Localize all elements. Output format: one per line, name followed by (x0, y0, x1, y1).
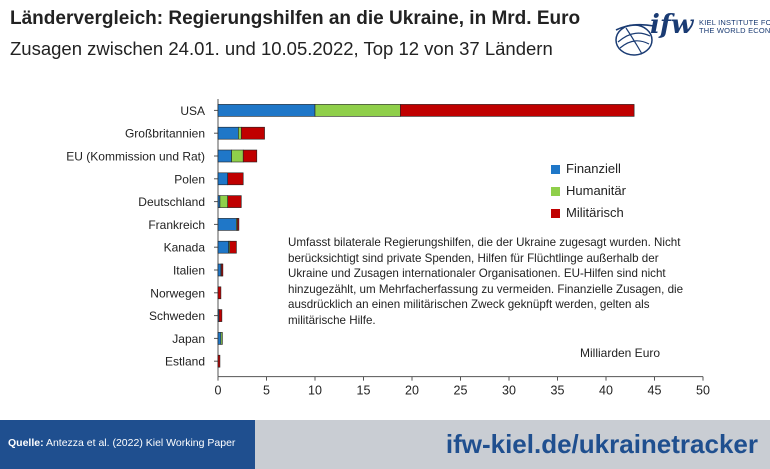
legend-label: Militärisch (566, 205, 624, 220)
category-label: Norwegen (150, 286, 205, 300)
footer-bar: Quelle: Antezza et al. (2022) Kiel Worki… (0, 420, 770, 469)
bar-segment (217, 286, 222, 300)
legend-swatch (551, 165, 560, 175)
x-tick-label: 50 (696, 384, 710, 398)
bar-segment (227, 172, 244, 186)
source-text: Quelle: Antezza et al. (2022) Kiel Worki… (8, 437, 235, 449)
bar-segment (217, 172, 228, 186)
legend-swatch (551, 209, 560, 219)
stacked-bar-chart: 0 5 10 15 20 25 30 35 40 45 50 USA Großbritannien EU … (66, 99, 710, 398)
x-tick-label: 10 (308, 384, 322, 398)
category-label: Schweden (149, 309, 205, 323)
bar-segment (217, 354, 221, 368)
category-label: Italien (173, 264, 205, 278)
category-label: Frankreich (148, 218, 205, 232)
x-tick-label: 30 (502, 384, 516, 398)
globe-icon (615, 23, 655, 56)
legend-item-finanziell: Finanziell (551, 161, 621, 176)
bar-segment (237, 218, 240, 231)
bar-segment (221, 263, 224, 277)
x-tick-label: 5 (263, 384, 270, 398)
bar-segment (227, 195, 242, 208)
x-tick-label: 15 (357, 384, 371, 398)
unit-label: Milliarden Euro (580, 346, 661, 360)
chart-subtitle: Zusagen zwischen 24.01. und 10.05.2022, … (10, 38, 553, 59)
bar-segment (231, 149, 244, 163)
bar-segment (217, 104, 316, 117)
source-label: Quelle: (8, 437, 44, 449)
bar-segment (240, 126, 265, 140)
legend-item-humanitaer: Humanitär (551, 183, 626, 198)
chart-title: Ländervergleich: Regierungshilfen an die… (10, 8, 581, 29)
bar-segment (217, 263, 222, 277)
bar-segment (400, 104, 635, 117)
bar-segment (242, 149, 258, 163)
x-tick-label: 20 (405, 384, 419, 398)
footer-source-panel: Quelle: Antezza et al. (2022) Kiel Worki… (0, 420, 255, 469)
legend-item-militaerisch: Militärisch (551, 205, 624, 220)
legend-label: Humanitär (566, 183, 626, 198)
category-label: EU (Kommission und Rat) (66, 150, 205, 164)
logo-line-2: THE WORLD ECONOMY (699, 26, 770, 35)
legend-label: Finanziell (566, 161, 621, 176)
bar-segment (238, 126, 242, 140)
legend-swatch (551, 187, 560, 197)
bar-segment (218, 309, 223, 322)
category-label: Polen (174, 172, 205, 186)
category-label: USA (180, 104, 205, 118)
category-label: Kanada (164, 241, 206, 255)
x-tick-label: 25 (454, 384, 468, 398)
bar-segment (217, 332, 222, 345)
logo-line-1: KIEL INSTITUTE FOR (699, 18, 770, 27)
bar-segment (217, 240, 229, 254)
source-citation: Antezza et al. (2022) Kiel Working Paper (45, 437, 236, 449)
logo-wordmark: ifw (650, 10, 694, 40)
x-tick-label: 45 (648, 384, 662, 398)
bar-segment (314, 104, 401, 117)
bar-segment (219, 195, 229, 208)
category-label: Großbritannien (125, 127, 205, 141)
x-tick-label: 40 (599, 384, 613, 398)
x-tick-label: 35 (551, 384, 565, 398)
bar-segment (217, 126, 239, 140)
tracker-url-link[interactable]: ifw-kiel.de/ukrainetracker (445, 429, 758, 459)
category-label: Deutschland (138, 195, 205, 209)
category-label: Japan (172, 332, 205, 346)
bar-segment (217, 149, 232, 163)
x-tick-label: 0 (215, 384, 222, 398)
category-label: Estland (165, 355, 205, 369)
bar-segment (220, 332, 223, 345)
bar-segment (217, 218, 237, 231)
bar-segment (229, 240, 237, 254)
chart-annotation: Umfasst bilaterale Regierungshilfen, die… (288, 236, 684, 327)
